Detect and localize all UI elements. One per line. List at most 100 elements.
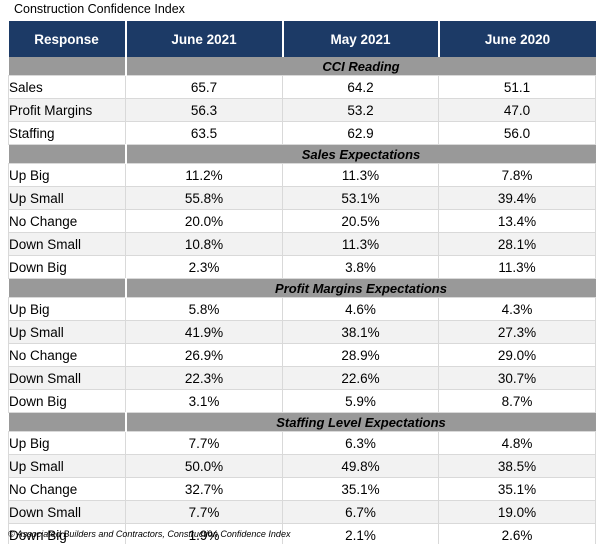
row-label: Up Big [8, 297, 126, 321]
table-row: Profit Margins 56.3 53.2 47.0 [8, 98, 596, 122]
table-row: Up Small 50.0% 49.8% 38.5% [8, 454, 596, 478]
row-value: 29.0% [438, 343, 596, 367]
row-value: 6.7% [282, 500, 439, 524]
row-value: 11.3% [438, 255, 596, 279]
section-band-row: Profit Margins Expectations [8, 278, 596, 298]
row-value: 7.7% [125, 500, 283, 524]
row-value: 62.9 [282, 121, 439, 145]
row-value: 2.1% [282, 523, 439, 544]
section-band-spacer [8, 144, 127, 164]
row-label: Down Big [8, 523, 126, 544]
row-label: Staffing [8, 121, 126, 145]
row-value: 10.8% [125, 232, 283, 256]
header-row: Response June 2021 May 2021 June 2020 [8, 21, 596, 57]
row-value: 56.0 [438, 121, 596, 145]
table-row: Down Small 22.3% 22.6% 30.7% [8, 366, 596, 390]
row-label: Up Small [8, 186, 126, 210]
row-value: 64.2 [282, 75, 439, 99]
table-row: Sales 65.7 64.2 51.1 [8, 75, 596, 99]
row-label: Down Big [8, 255, 126, 279]
row-value: 20.0% [125, 209, 283, 233]
row-value: 22.6% [282, 366, 439, 390]
section-band-row: Staffing Level Expectations [8, 412, 596, 432]
row-value: 38.1% [282, 320, 439, 344]
row-value: 19.0% [438, 500, 596, 524]
row-value: 55.8% [125, 186, 283, 210]
table-row: Down Big 3.1% 5.9% 8.7% [8, 389, 596, 413]
table-row: No Change 26.9% 28.9% 29.0% [8, 343, 596, 367]
row-value: 1.9% [125, 523, 283, 544]
row-value: 4.3% [438, 297, 596, 321]
row-value: 28.9% [282, 343, 439, 367]
row-label: Up Big [8, 163, 126, 187]
row-value: 28.1% [438, 232, 596, 256]
table-row: Up Small 41.9% 38.1% 27.3% [8, 320, 596, 344]
row-label: Down Big [8, 389, 126, 413]
row-value: 35.1% [282, 477, 439, 501]
row-value: 11.3% [282, 163, 439, 187]
row-value: 41.9% [125, 320, 283, 344]
row-value: 11.3% [282, 232, 439, 256]
row-value: 20.5% [282, 209, 439, 233]
table-body: CCI Reading Sales 65.7 64.2 51.1 Profit Margi… [8, 57, 596, 544]
table-row: Up Small 55.8% 53.1% 39.4% [8, 186, 596, 210]
row-value: 49.8% [282, 454, 439, 478]
table-row: Staffing 63.5 62.9 56.0 [8, 121, 596, 145]
page-title: Construction Confidence Index [14, 2, 185, 16]
section-heading: Staffing Level Expectations [124, 412, 596, 432]
row-label: Profit Margins [8, 98, 126, 122]
row-value: 32.7% [125, 477, 283, 501]
table-row: Down Small 10.8% 11.3% 28.1% [8, 232, 596, 256]
section-heading: Sales Expectations [124, 144, 596, 164]
section-band-row: CCI Reading [8, 57, 596, 76]
row-value: 56.3 [125, 98, 283, 122]
table-row: Up Big 5.8% 4.6% 4.3% [8, 297, 596, 321]
cci-table: Response June 2021 May 2021 June 2020 CC… [8, 21, 596, 544]
row-value: 2.6% [438, 523, 596, 544]
row-value: 65.7 [125, 75, 283, 99]
row-label: Up Small [8, 454, 126, 478]
row-value: 50.0% [125, 454, 283, 478]
row-value: 53.2 [282, 98, 439, 122]
row-value: 53.1% [282, 186, 439, 210]
section-band-spacer [8, 278, 127, 298]
section-heading: Profit Margins Expectations [124, 278, 596, 298]
row-value: 30.7% [438, 366, 596, 390]
row-label: Down Small [8, 232, 126, 256]
row-value: 13.4% [438, 209, 596, 233]
column-header-june-2021: June 2021 [124, 21, 284, 57]
table-row: Down Big 2.3% 3.8% 11.3% [8, 255, 596, 279]
row-value: 51.1 [438, 75, 596, 99]
row-value: 7.7% [125, 431, 283, 455]
row-value: 47.0 [438, 98, 596, 122]
row-value: 4.6% [282, 297, 439, 321]
row-label: Down Small [8, 366, 126, 390]
row-value: 6.3% [282, 431, 439, 455]
table-header: Response June 2021 May 2021 June 2020 [8, 21, 596, 57]
row-value: 26.9% [125, 343, 283, 367]
row-value: 11.2% [125, 163, 283, 187]
row-value: 7.8% [438, 163, 596, 187]
row-label: Sales [8, 75, 126, 99]
row-value: 35.1% [438, 477, 596, 501]
section-band-row: Sales Expectations [8, 144, 596, 164]
table-row: Down Small 7.7% 6.7% 19.0% [8, 500, 596, 524]
row-value: 27.3% [438, 320, 596, 344]
table-row: No Change 32.7% 35.1% 35.1% [8, 477, 596, 501]
section-heading: CCI Reading [124, 57, 596, 76]
row-value: 5.8% [125, 297, 283, 321]
column-header-june-2020: June 2020 [437, 21, 596, 57]
section-band-spacer [8, 412, 127, 432]
row-value: 4.8% [438, 431, 596, 455]
row-value: 3.1% [125, 389, 283, 413]
table-row: Up Big 11.2% 11.3% 7.8% [8, 163, 596, 187]
row-label: No Change [8, 209, 126, 233]
row-label: Up Small [8, 320, 126, 344]
row-value: 8.7% [438, 389, 596, 413]
row-value: 22.3% [125, 366, 283, 390]
section-band-spacer [8, 57, 127, 76]
row-value: 63.5 [125, 121, 283, 145]
table-row: Down Big 1.9% 2.1% 2.6% [8, 523, 596, 544]
row-value: 5.9% [282, 389, 439, 413]
source-attribution: © Associated Builders and Contractors, C… [8, 529, 291, 539]
